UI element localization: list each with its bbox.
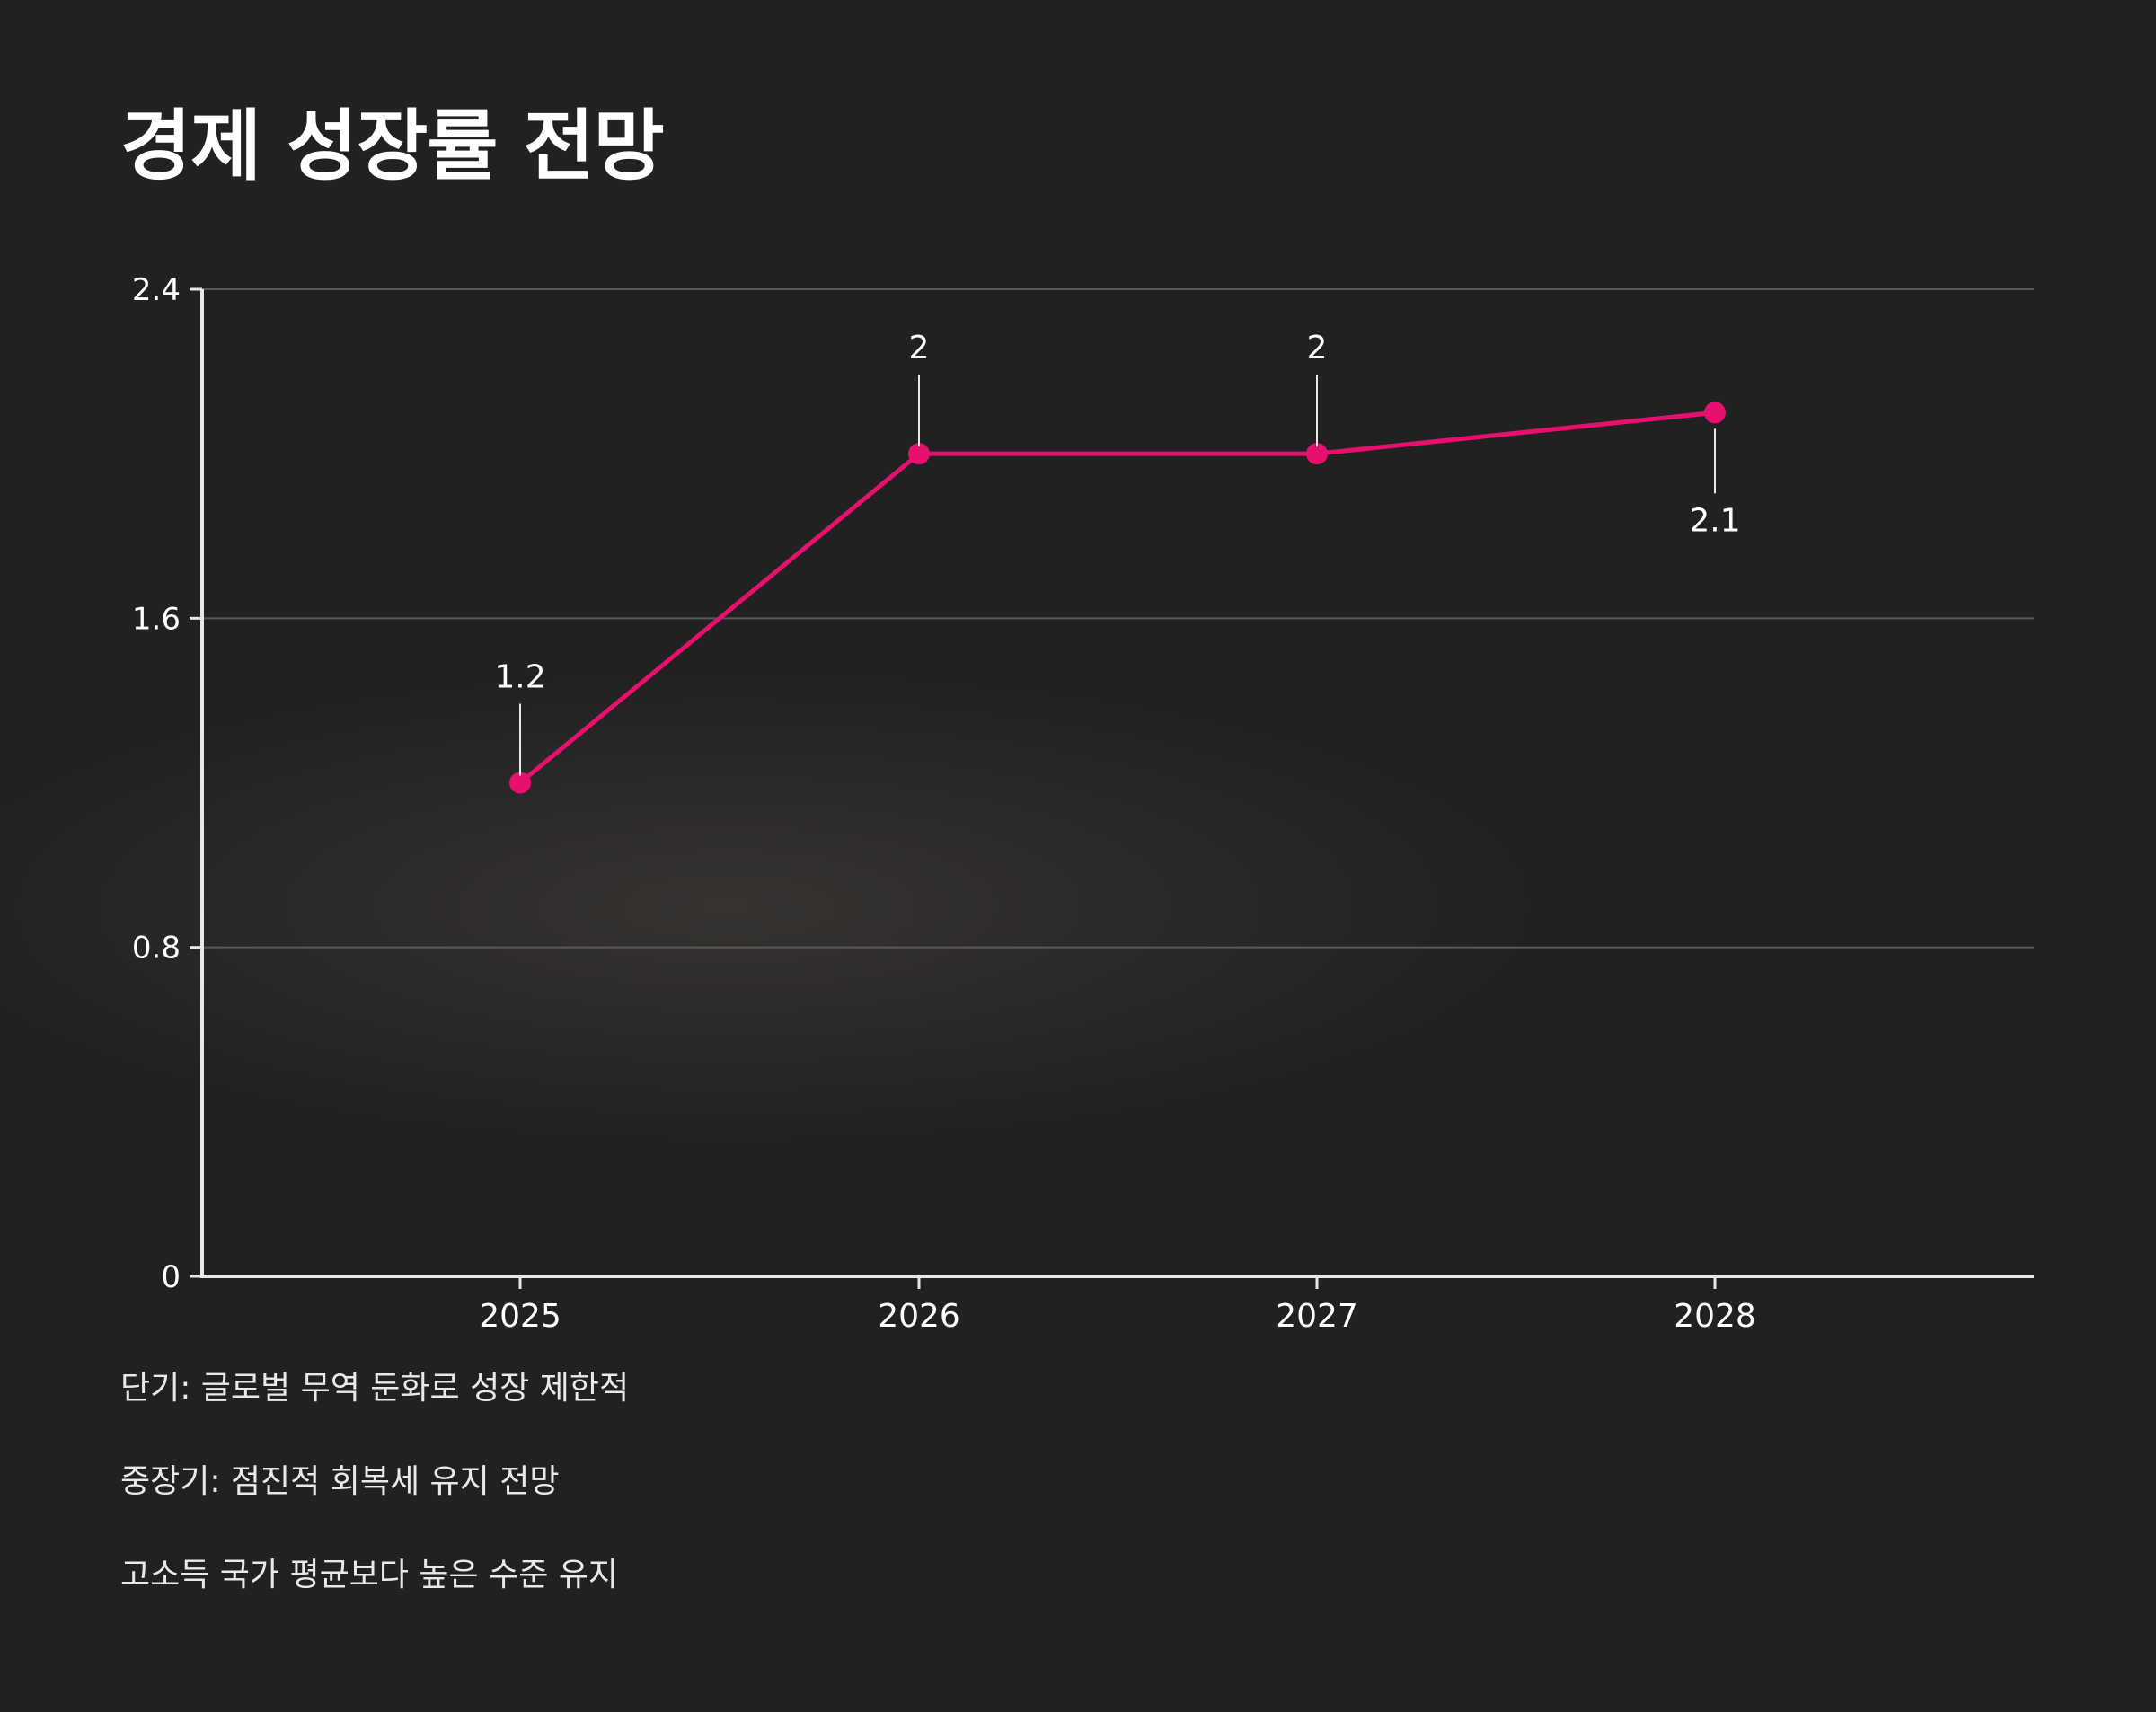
- notes-list: 단기: 글로벌 무역 둔화로 성장 제한적 중장기: 점진적 회복세 유지 전망…: [120, 1370, 629, 1650]
- x-tick-label: 2025: [479, 1298, 561, 1335]
- note-short-term: 단기: 글로벌 무역 둔화로 성장 제한적: [120, 1370, 630, 1407]
- note-comparison: 고소득 국가 평균보다 높은 수준 유지: [120, 1557, 619, 1593]
- x-tick-label: 2027: [1276, 1298, 1358, 1335]
- y-tick-label: 0: [161, 1259, 181, 1295]
- data-label: 2: [909, 330, 930, 366]
- y-tick-label: 1.6: [132, 601, 181, 637]
- y-tick-label: 2.4: [132, 272, 181, 308]
- data-label: 2: [1307, 330, 1328, 366]
- y-tick-label: 0.8: [132, 931, 181, 966]
- data-label: 2.1: [1689, 502, 1740, 539]
- series-growth: [509, 402, 1726, 794]
- axes: [190, 287, 2034, 1289]
- note-mid-long-term: 중장기: 점진적 회복세 유지 전망: [120, 1463, 560, 1500]
- data-point: [509, 772, 531, 794]
- data-point: [1306, 443, 1328, 465]
- series-line: [518, 410, 1716, 785]
- page-title: 경제 성장률 전망: [120, 101, 665, 191]
- data-point: [1704, 402, 1726, 424]
- tick-labels: 0 0.8 1.6 2.4 2025 2026 2027 2028: [132, 272, 1756, 1335]
- data-label: 1.2: [494, 659, 545, 696]
- x-tick-label: 2026: [878, 1298, 960, 1335]
- grid-lines: [202, 288, 2034, 949]
- x-tick-label: 2028: [1674, 1298, 1756, 1335]
- data-point: [908, 443, 930, 465]
- data-labels: 1.2 2 2 2.1: [494, 330, 1741, 776]
